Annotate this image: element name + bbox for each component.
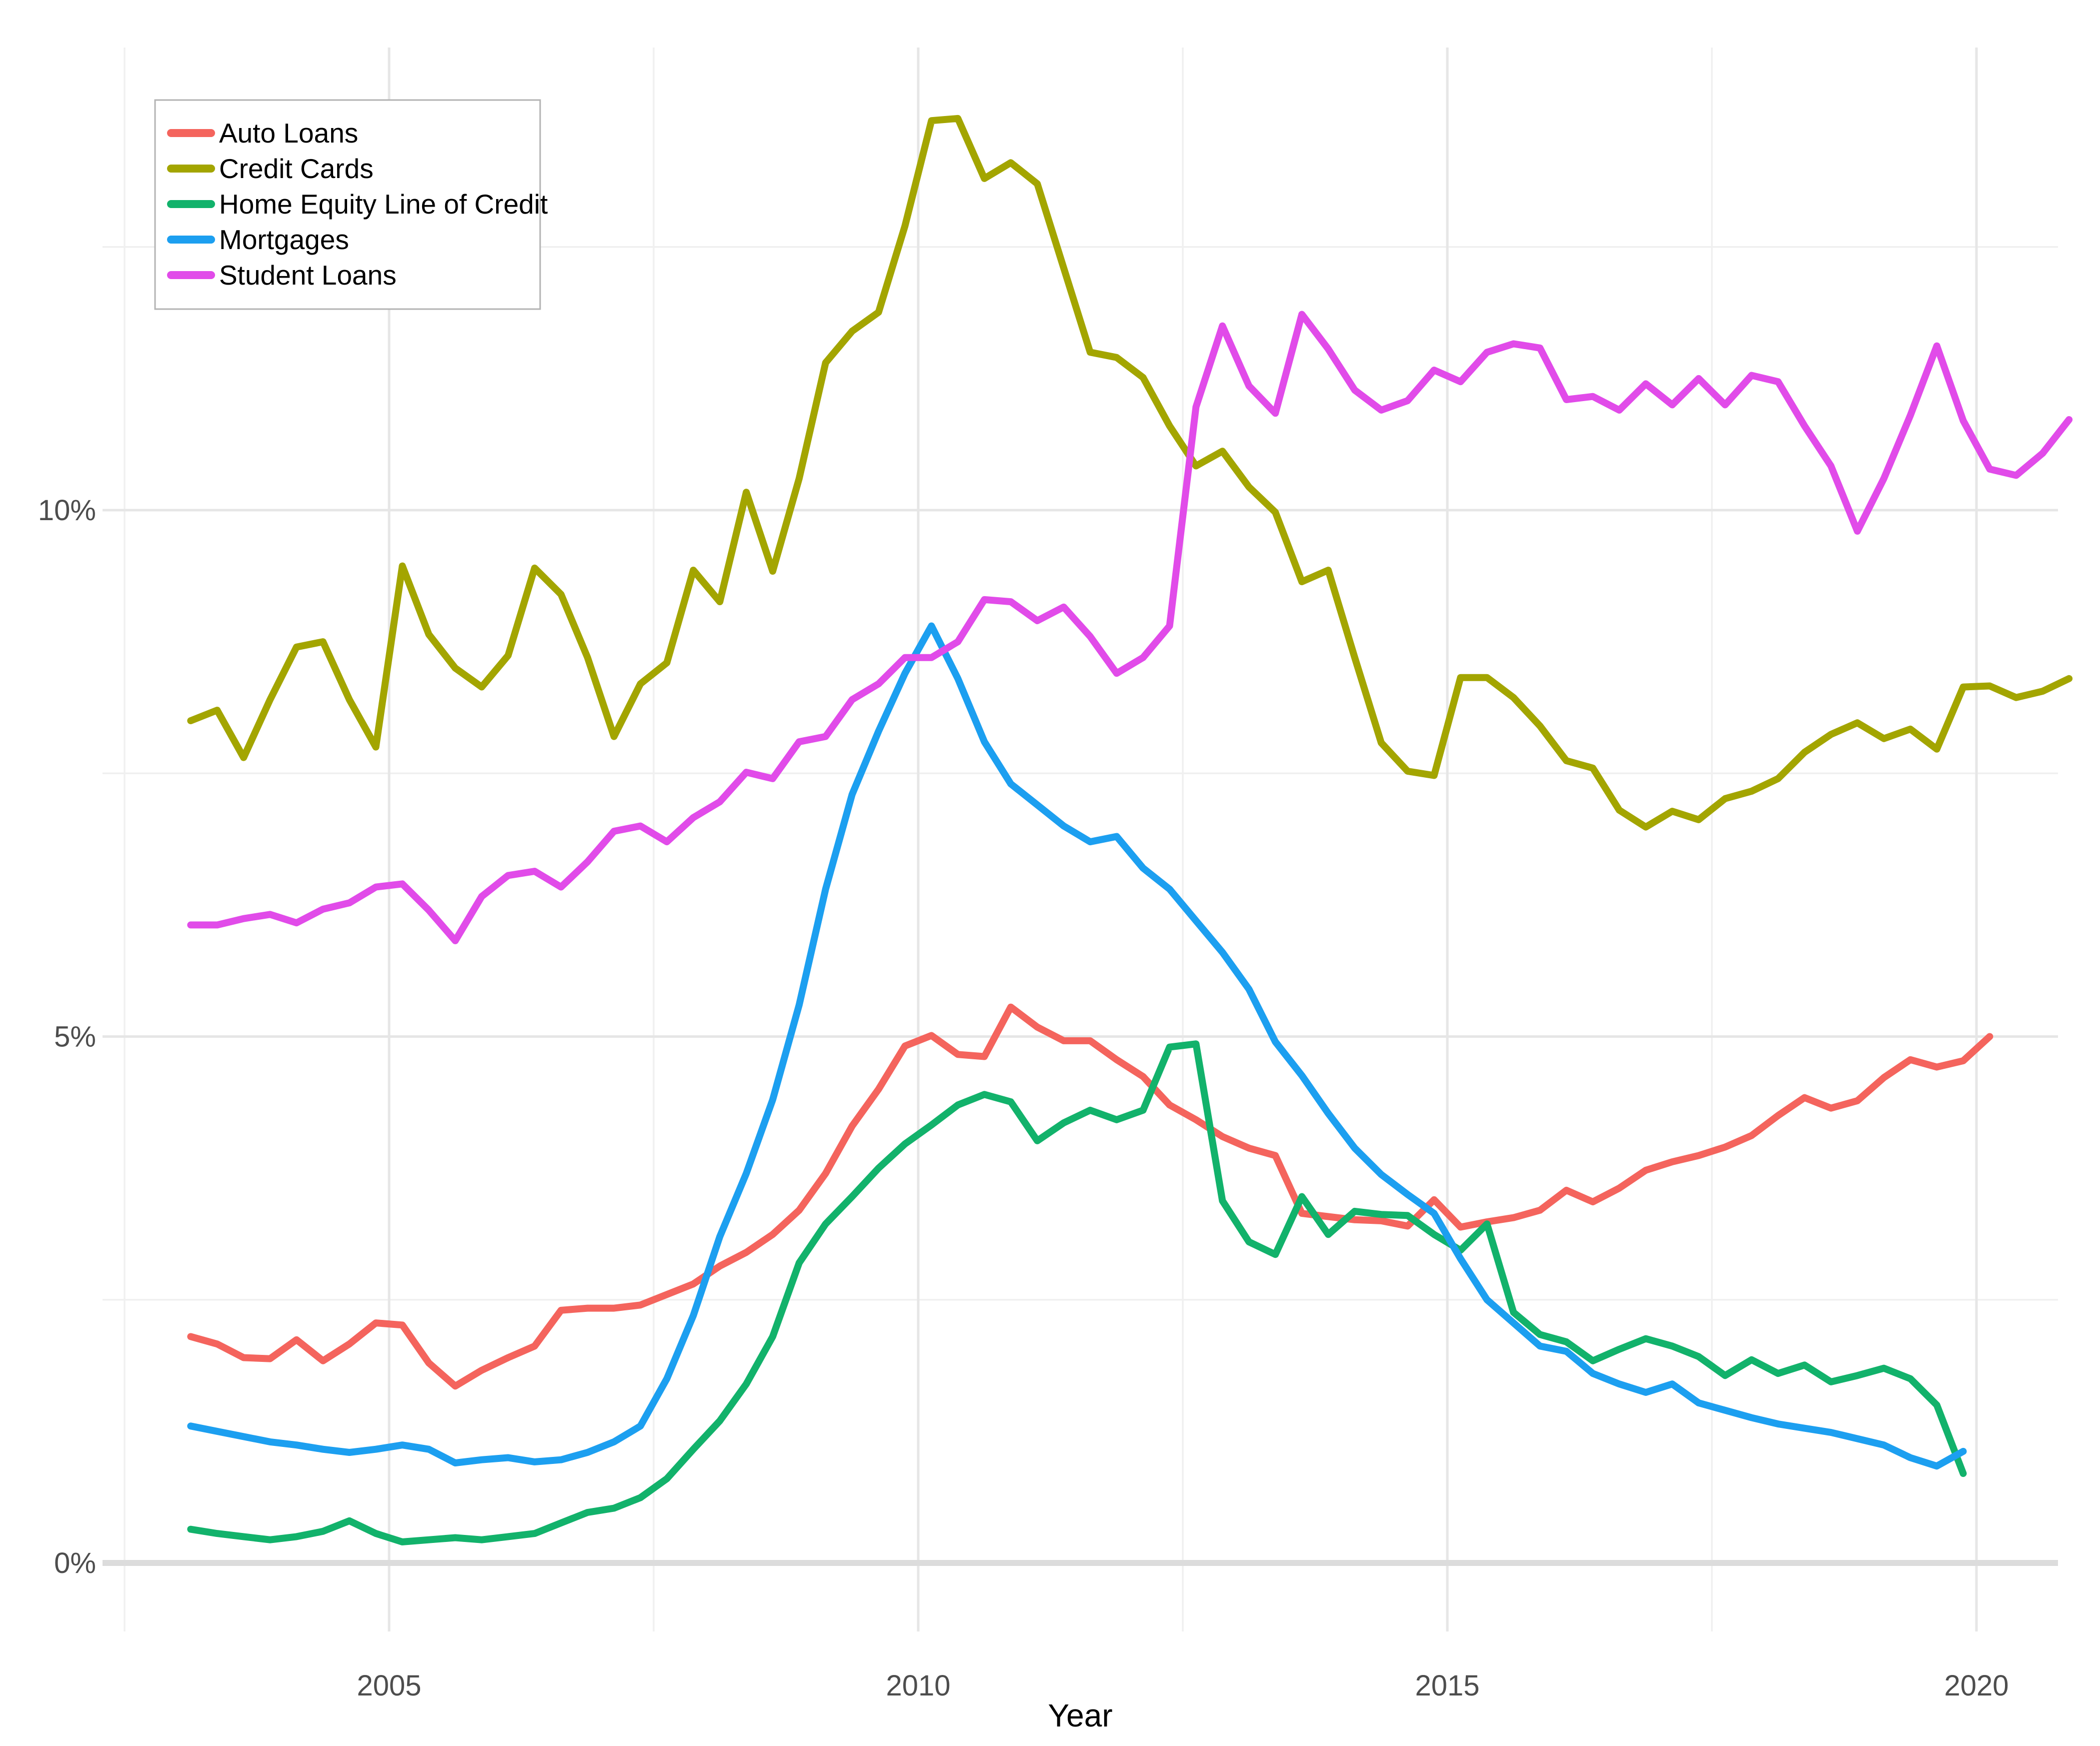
major-gridlines — [103, 48, 2058, 1631]
legend-label: Student Loans — [219, 260, 397, 291]
axis-labels: Year 2005 2010 2015 2020 0% 5% 10% — [38, 494, 2009, 1733]
x-tick-label: 2020 — [1944, 1669, 2008, 1702]
series-lines — [187, 115, 2073, 1545]
series-line-credit-cards — [187, 115, 2073, 831]
series-line-student-loans — [187, 311, 2073, 944]
series-line-mortgages — [187, 622, 1967, 1470]
x-tick-label: 2005 — [357, 1669, 421, 1702]
legend: Auto Loans Credit Cards Home Equity Line o… — [154, 99, 548, 310]
y-tick-label: 10% — [38, 494, 96, 527]
x-axis-title: Year — [1048, 1697, 1112, 1733]
x-tick-label: 2010 — [886, 1669, 950, 1702]
legend-label: Mortgages — [219, 224, 349, 255]
legend-label: Home Equity Line of Credit — [219, 189, 548, 220]
series-line-home-equity-line-of-credit — [187, 1040, 1967, 1545]
legend-box — [154, 99, 541, 310]
series-line-auto-loans — [187, 1003, 1993, 1390]
x-tick-label: 2015 — [1415, 1669, 1479, 1702]
y-tick-label: 0% — [54, 1547, 96, 1579]
y-tick-label: 5% — [54, 1021, 96, 1053]
legend-label: Auto Loans — [219, 118, 358, 149]
legend-label: Credit Cards — [219, 153, 374, 184]
